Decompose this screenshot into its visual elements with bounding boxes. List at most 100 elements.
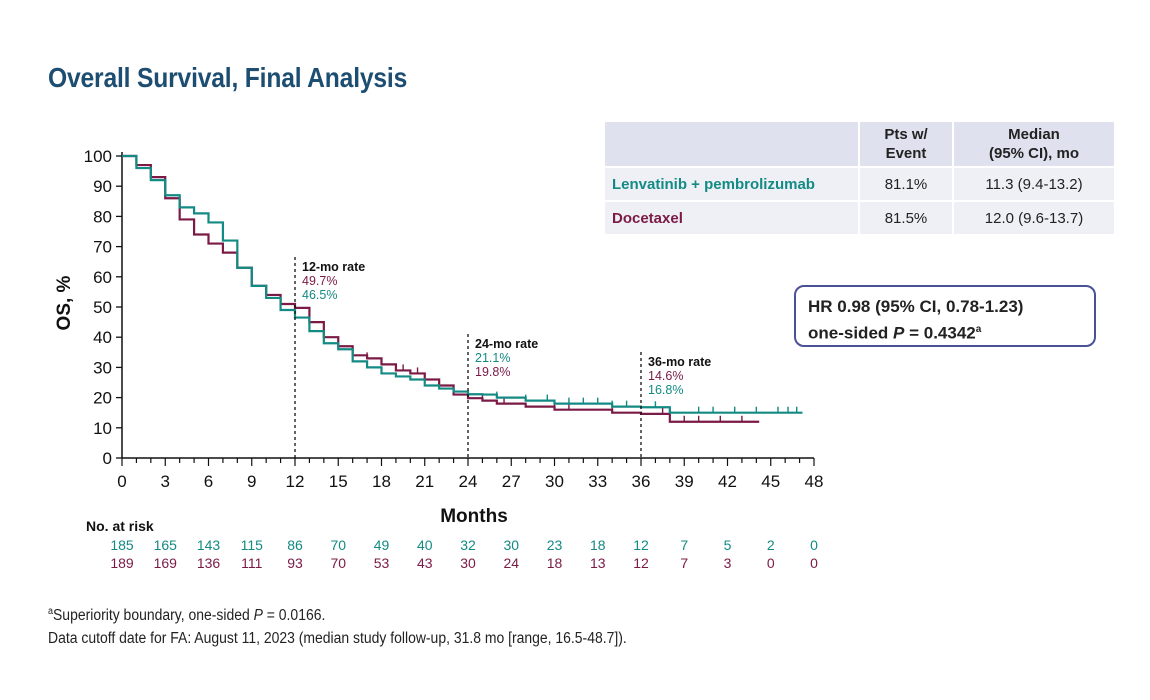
- risk-count: 12: [633, 537, 649, 553]
- header-text-line: (95% CI), mo: [988, 145, 1079, 162]
- x-tick-label: 15: [329, 472, 348, 491]
- footnote-2: Data cutoff date for FA: August 11, 2023…: [48, 630, 627, 648]
- y-tick-label: 50: [93, 298, 112, 317]
- rate-label: 36-mo rate: [648, 355, 711, 369]
- header-text-line: Event: [885, 145, 927, 162]
- x-tick-label: 30: [545, 472, 564, 491]
- row-event-value: 81.5%: [860, 202, 952, 234]
- p-prefix: one-sided: [808, 323, 894, 343]
- row-event-value: 81.1%: [860, 168, 952, 200]
- risk-count: 3: [724, 555, 732, 571]
- y-tick-label: 60: [93, 268, 112, 287]
- table-row: Docetaxel 81.5% 12.0 (9.6-13.7): [605, 202, 1114, 234]
- table-row: Lenvatinib + pembrolizumab 81.1% 11.3 (9…: [605, 168, 1114, 200]
- risk-count: 30: [460, 555, 476, 571]
- y-tick-label: 80: [93, 207, 112, 226]
- risk-count: 18: [590, 537, 606, 553]
- risk-count: 2: [767, 537, 775, 553]
- risk-count: 70: [330, 537, 346, 553]
- risk-count: 0: [810, 555, 818, 571]
- hr-line: HR 0.98 (95% CI, 0.78-1.23): [808, 297, 1024, 316]
- risk-count: 12: [633, 555, 649, 571]
- header-arm: [605, 122, 858, 166]
- footnote-1: aSuperiority boundary, one-sided P = 0.0…: [48, 600, 627, 627]
- x-tick-label: 42: [718, 472, 737, 491]
- p-value: = 0.4342: [904, 323, 976, 343]
- risk-count: 189: [110, 555, 134, 571]
- risk-count: 24: [503, 555, 519, 571]
- rate-value: 49.7%: [302, 274, 337, 288]
- p-footnote-mark: a: [975, 324, 982, 335]
- header-text-line: Pts w/: [884, 126, 928, 143]
- risk-count: 143: [197, 537, 221, 553]
- risk-count: 70: [330, 555, 346, 571]
- risk-count: 40: [417, 537, 433, 553]
- y-tick-label: 30: [93, 358, 112, 377]
- risk-count: 13: [590, 555, 606, 571]
- footnote-p-symbol: P: [253, 607, 263, 625]
- rate-label: 12-mo rate: [302, 260, 365, 274]
- x-tick-label: 21: [415, 472, 434, 491]
- y-tick-label: 20: [93, 389, 112, 408]
- row-median-value: 11.3 (9.4-13.2): [954, 168, 1114, 200]
- risk-count: 86: [287, 537, 303, 553]
- x-tick-label: 48: [805, 472, 824, 491]
- y-axis-label: OS, %: [54, 275, 75, 330]
- risk-count: 185: [110, 537, 134, 553]
- risk-count: 136: [197, 555, 221, 571]
- header-text-line: Median: [1008, 126, 1060, 143]
- footnote-1-prefix: Superiority boundary, one-sided: [53, 607, 254, 625]
- p-symbol: P: [893, 323, 905, 343]
- page-title: Overall Survival, Final Analysis: [48, 62, 408, 93]
- risk-count: 0: [767, 555, 775, 571]
- x-tick-label: 12: [286, 472, 305, 491]
- rate-value: 16.8%: [648, 383, 683, 397]
- x-tick-label: 9: [247, 472, 256, 491]
- x-tick-label: 0: [117, 472, 126, 491]
- rate-value: 21.1%: [475, 351, 510, 365]
- p-value-line: one-sided P = 0.4342a: [808, 318, 1094, 345]
- footnote-mark: a: [48, 606, 54, 617]
- x-tick-label: 39: [675, 472, 694, 491]
- x-tick-label: 36: [632, 472, 651, 491]
- footnote-1-suffix: = 0.0166.: [262, 607, 326, 625]
- risk-count: 5: [724, 537, 732, 553]
- row-arm-label: Docetaxel: [605, 202, 858, 234]
- risk-count: 115: [241, 537, 264, 553]
- x-tick-label: 33: [588, 472, 607, 491]
- x-tick-label: 6: [204, 472, 213, 491]
- risk-count: 43: [417, 555, 433, 571]
- risk-count: 7: [680, 537, 688, 553]
- x-tick-label: 18: [372, 472, 391, 491]
- summary-table: Pts w/Event Median (95% CI), mo Lenvatini…: [603, 120, 1116, 236]
- y-tick-label: 10: [93, 419, 112, 438]
- risk-count: 0: [810, 537, 818, 553]
- risk-count: 165: [154, 537, 178, 553]
- row-arm-label: Lenvatinib + pembrolizumab: [605, 168, 858, 200]
- y-tick-label: 0: [103, 449, 112, 468]
- footnotes: aSuperiority boundary, one-sided P = 0.0…: [48, 600, 627, 650]
- rate-value: 14.6%: [648, 369, 683, 383]
- header-median: Median (95% CI), mo: [954, 122, 1114, 166]
- risk-count: 23: [547, 537, 563, 553]
- rate-label: 24-mo rate: [475, 337, 538, 351]
- x-tick-label: 24: [459, 472, 478, 491]
- hazard-ratio-box: HR 0.98 (95% CI, 0.78-1.23) one-sided P …: [794, 285, 1096, 347]
- header-events: Pts w/Event: [860, 122, 952, 166]
- risk-count: 53: [374, 555, 390, 571]
- x-axis-label: Months: [440, 506, 508, 527]
- risk-count: 93: [287, 555, 303, 571]
- x-tick-label: 3: [161, 472, 170, 491]
- x-tick-label: 27: [502, 472, 521, 491]
- risk-table-label: No. at risk: [86, 518, 154, 534]
- risk-count: 32: [460, 537, 476, 553]
- risk-count: 7: [680, 555, 688, 571]
- y-tick-label: 40: [93, 328, 112, 347]
- y-tick-label: 70: [93, 238, 112, 257]
- risk-count: 49: [374, 537, 390, 553]
- x-tick-label: 45: [761, 472, 780, 491]
- risk-count: 169: [154, 555, 178, 571]
- y-tick-label: 100: [84, 147, 112, 166]
- risk-count: 30: [503, 537, 519, 553]
